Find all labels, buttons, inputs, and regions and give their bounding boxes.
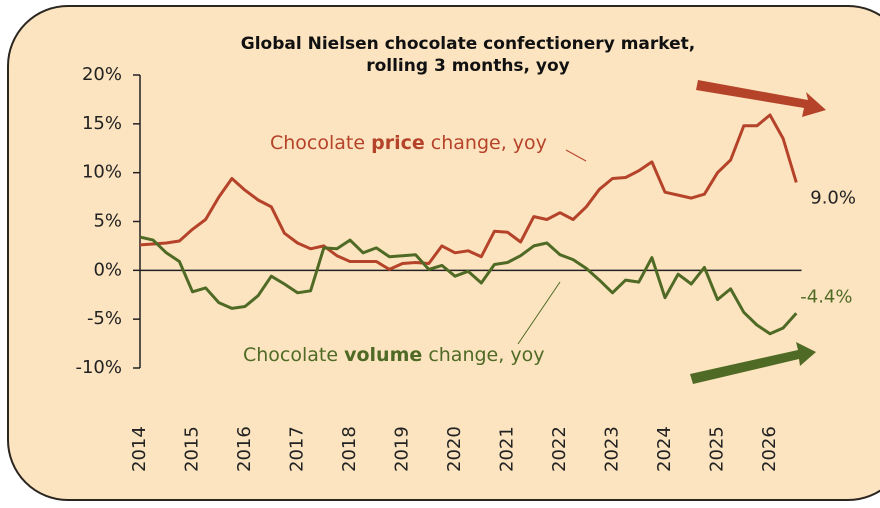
y-tick-label: 5% <box>93 211 122 232</box>
x-tick-label: 2020 <box>444 426 465 472</box>
y-tick-label: -5% <box>87 308 122 329</box>
line-series <box>139 235 798 336</box>
series-label-part: price <box>371 132 425 154</box>
x-tick-label: 2021 <box>497 426 518 472</box>
x-tick-label: 2018 <box>339 426 360 472</box>
leader-line <box>565 149 587 162</box>
arrow-up <box>690 342 816 384</box>
x-tick-label: 2022 <box>549 426 570 472</box>
leader-line <box>517 281 561 345</box>
chart-title: Global Nielsen chocolate confectionery m… <box>241 34 695 54</box>
end-label: -4.4% <box>800 286 852 307</box>
x-tick-label: 2014 <box>129 426 150 472</box>
x-tick-label: 2019 <box>392 426 413 472</box>
y-tick-label: 15% <box>82 113 122 134</box>
series-label-part: change, yoy <box>422 344 544 366</box>
x-tick-label: 2023 <box>602 426 623 472</box>
x-tick-label: 2025 <box>707 426 728 472</box>
y-tick-label: -10% <box>75 357 122 378</box>
series-label-part: Chocolate <box>270 132 371 154</box>
x-tick-label: 2026 <box>759 426 780 472</box>
x-tick-label: 2024 <box>654 426 675 472</box>
series-label: Chocolate price change, yoy <box>270 132 547 154</box>
line-series <box>139 113 798 271</box>
chart-title: rolling 3 months, yoy <box>366 56 570 76</box>
x-tick-label: 2017 <box>287 426 308 472</box>
end-label: 9.0% <box>810 187 856 208</box>
y-tick-label: 0% <box>93 259 122 280</box>
x-tick-label: 2015 <box>182 426 203 472</box>
series-label-part: volume <box>344 344 422 366</box>
panel <box>7 5 880 501</box>
series-label-part: change, yoy <box>425 132 547 154</box>
arrow-down <box>696 80 826 117</box>
y-tick-label: 20% <box>82 64 122 85</box>
series-label: Chocolate volume change, yoy <box>243 344 544 366</box>
y-tick-label: 10% <box>82 162 122 183</box>
series-label-part: Chocolate <box>243 344 344 366</box>
x-tick-label: 2016 <box>234 426 255 472</box>
